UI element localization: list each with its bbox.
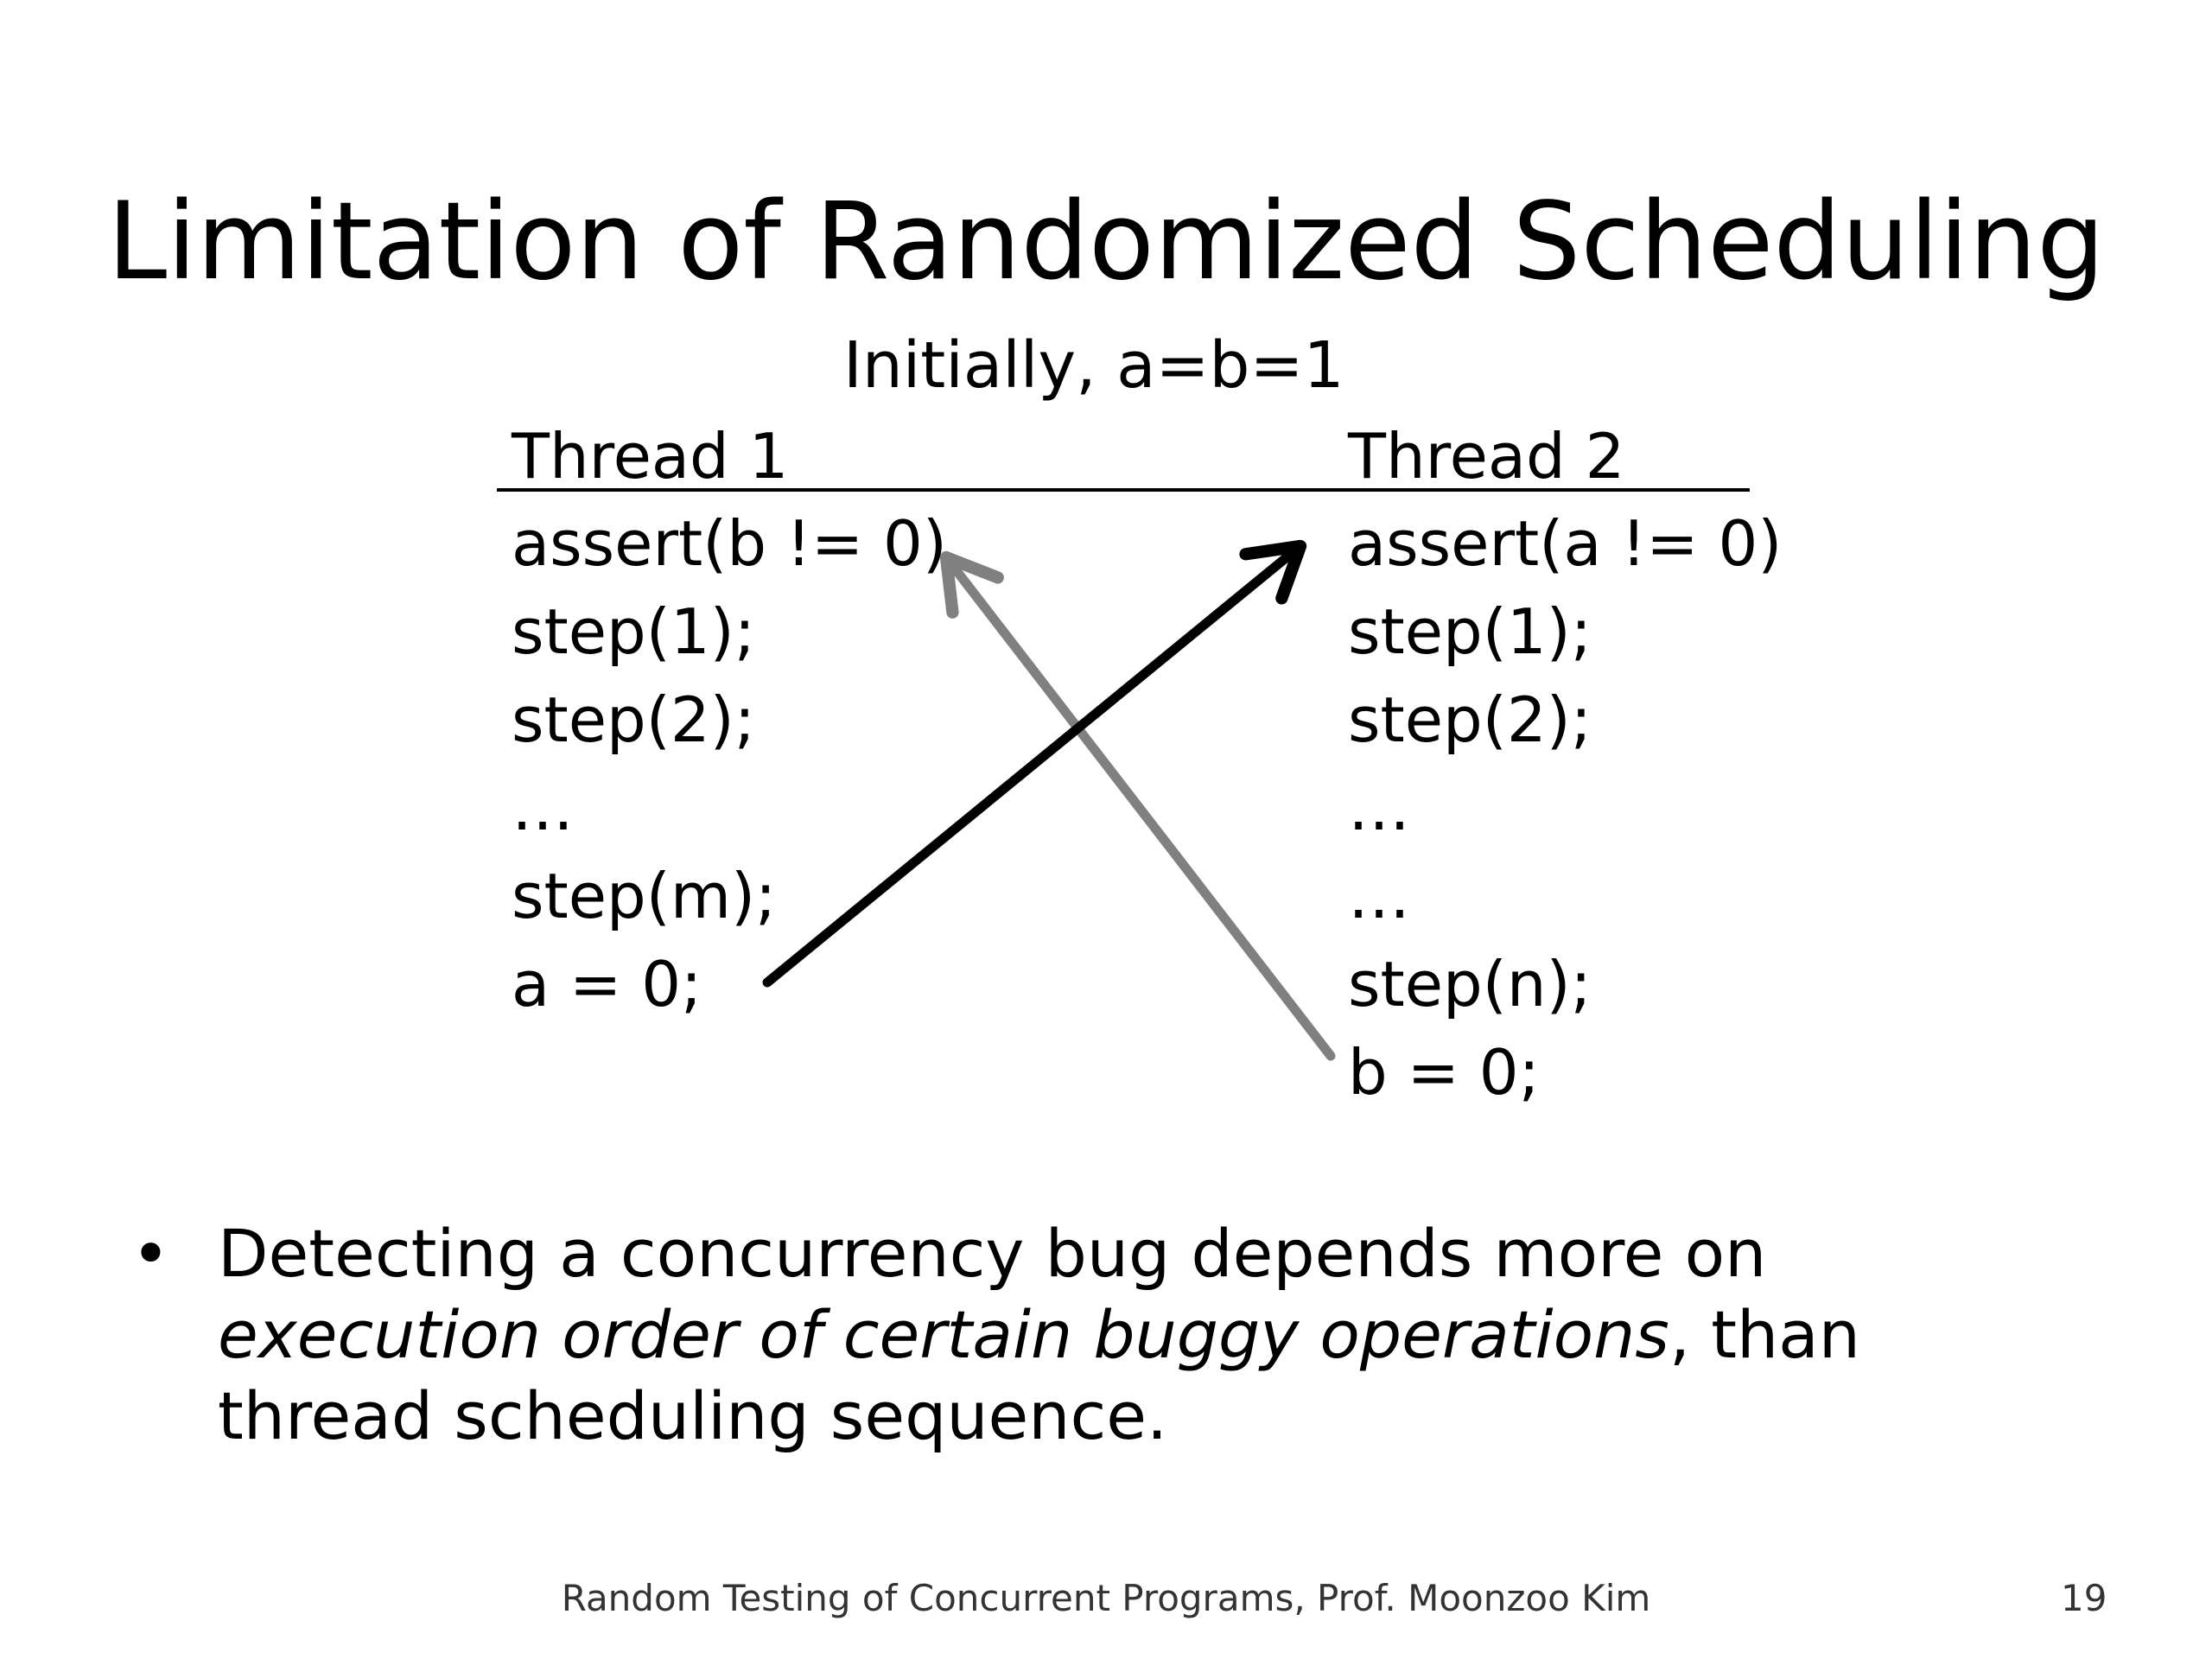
page-number: 19 xyxy=(2061,1577,2107,1619)
thread-2-line: step(n); xyxy=(1348,948,1592,1020)
thread-2-column: Thread 2 assert(a != 0) step(1); step(2)… xyxy=(1348,413,1782,1116)
slide-footer: Random Testing of Concurrent Programs, P… xyxy=(561,1577,1651,1619)
thread-1-line: step(m); xyxy=(512,860,777,932)
bullet-text-part-2: , than thread scheduling sequence. xyxy=(218,1296,1860,1454)
bullet-text-part-1: Detecting a concurrency bug depends more… xyxy=(218,1215,1767,1292)
header-rule xyxy=(497,488,1750,492)
thread-2-line: b = 0; xyxy=(1348,1036,1540,1109)
bullet-text: Detecting a concurrency bug depends more… xyxy=(218,1213,2075,1457)
thread-1-line: step(1); xyxy=(512,595,755,668)
thread-2-line: … xyxy=(1348,860,1410,932)
arrow-a-to-assert-a xyxy=(762,539,1307,988)
thread-1-column: Thread 1 assert(b != 0) step(1); step(2)… xyxy=(512,413,947,1028)
thread-1-line: assert(b != 0) xyxy=(512,507,947,580)
bullet-text-emphasis: execution order of certain buggy operati… xyxy=(218,1296,1669,1373)
thread-1-line: … xyxy=(512,772,574,844)
arrow-b-to-assert-b xyxy=(939,550,1336,1061)
thread-2-line: step(2); xyxy=(1348,683,1592,756)
thread-1-header: Thread 1 xyxy=(512,420,789,493)
slide-title: Limitation of Randomized Scheduling xyxy=(107,180,2105,304)
thread-2-line: step(1); xyxy=(1348,595,1592,668)
bullet-marker: • xyxy=(131,1215,170,1292)
thread-1-line: a = 0; xyxy=(512,948,702,1020)
thread-2-line: assert(a != 0) xyxy=(1348,507,1783,580)
bullet-point: • Detecting a concurrency bug depends mo… xyxy=(131,1213,2075,1457)
thread-2-header: Thread 2 xyxy=(1348,420,1625,493)
thread-2-line: … xyxy=(1348,772,1410,844)
initial-condition: Initially, a=b=1 xyxy=(843,328,1344,403)
thread-1-line: step(2); xyxy=(512,683,755,756)
